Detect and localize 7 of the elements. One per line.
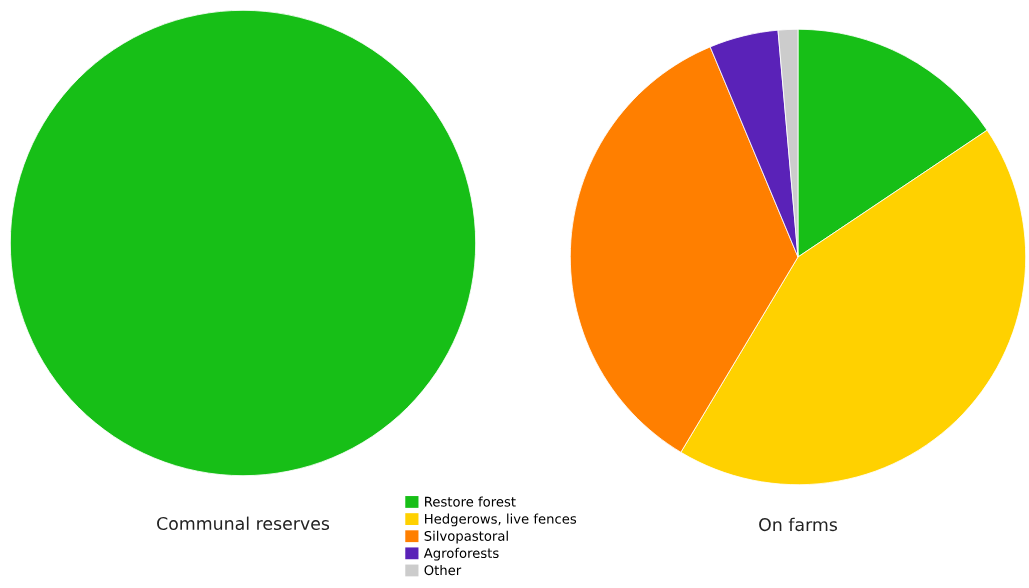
legend-label: Restore forest <box>425 496 516 507</box>
legend-label: Hedgerows, live fences <box>425 513 577 527</box>
legend-label: Agroforests <box>423 547 499 561</box>
text: On farms <box>759 517 838 532</box>
legend-label: Other <box>424 564 462 576</box>
legend-label: Silvopastoral <box>424 530 508 544</box>
text: Communal reserves <box>157 516 330 531</box>
